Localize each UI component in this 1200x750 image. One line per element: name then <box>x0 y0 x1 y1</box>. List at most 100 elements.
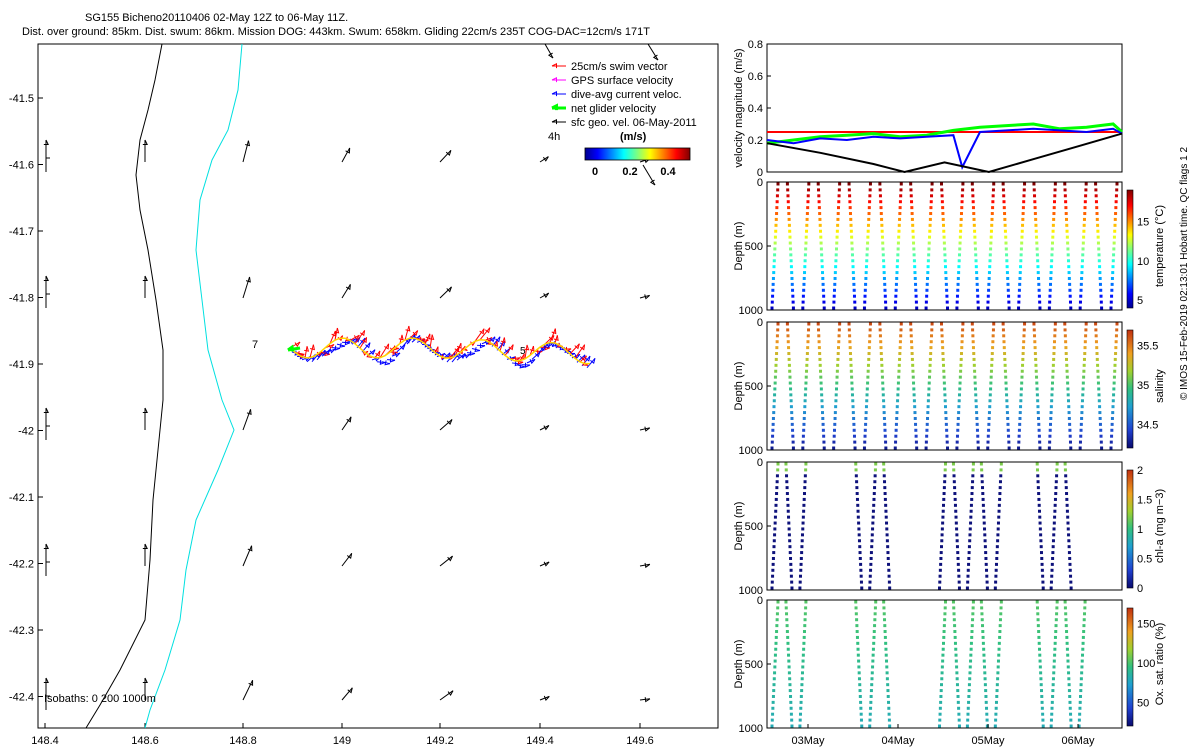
profile-dot <box>851 405 855 409</box>
profile-dot <box>851 411 855 415</box>
profile-dot <box>817 200 821 204</box>
time-axis: 03May 04May 05May 06May <box>791 724 1095 747</box>
profile-dot <box>995 551 999 555</box>
profile-dot <box>772 683 776 687</box>
profile-dot <box>1021 206 1025 210</box>
profile-dot <box>961 322 965 326</box>
vector-head <box>310 344 316 351</box>
profile-dot <box>967 551 971 555</box>
vector-head <box>581 355 587 362</box>
profile-dot <box>787 665 791 669</box>
profile-dot <box>972 212 976 216</box>
profile-dot <box>817 340 821 344</box>
profile-dot <box>1067 265 1071 269</box>
profile-dot <box>1098 416 1102 420</box>
vector-head <box>393 345 399 351</box>
profile-dot <box>1017 294 1021 298</box>
profile-dot <box>912 247 916 251</box>
profile-dot <box>852 434 856 438</box>
profile-dot <box>957 568 961 572</box>
profile-dot <box>1035 468 1039 472</box>
profile-dot <box>1037 294 1041 298</box>
vector-head <box>345 147 351 154</box>
depth-tick-label: 1000 <box>739 445 763 457</box>
profile-dot <box>909 188 913 192</box>
profile-dot <box>951 462 955 466</box>
profile-dot <box>1006 428 1010 432</box>
corner-marker <box>45 157 50 172</box>
profile-dot <box>864 405 868 409</box>
profile-dot <box>802 422 806 426</box>
vector-head <box>365 342 371 349</box>
profile-dot <box>991 346 995 350</box>
profile-dot <box>1052 533 1056 537</box>
profile-dot <box>1038 300 1042 304</box>
profile-dot <box>1066 241 1070 245</box>
profile-dot <box>944 282 948 286</box>
profile-dot <box>1068 694 1072 698</box>
profile-dot <box>954 509 958 513</box>
profile-dot <box>1096 381 1100 385</box>
vector-head <box>43 275 49 282</box>
vector-head <box>644 697 651 703</box>
profile-dot <box>784 606 788 610</box>
time-tick-label: 04May <box>881 735 915 747</box>
profile-dot <box>835 241 839 245</box>
profile-dot <box>832 300 836 304</box>
profile-dot <box>1114 200 1118 204</box>
profile-dot <box>1097 399 1101 403</box>
depth-tick-label: 1000 <box>739 723 763 735</box>
map-ytick-label: -41.8 <box>9 293 34 305</box>
profile-dot <box>865 399 869 403</box>
profile-dot <box>996 671 1000 675</box>
profile-dots <box>770 600 1087 728</box>
profile-dot <box>871 665 875 669</box>
profile-dot <box>939 700 943 704</box>
profile-dot <box>913 265 917 269</box>
profile-dot <box>1095 217 1099 221</box>
profile-dot <box>1041 718 1045 722</box>
profile-dot <box>926 405 930 409</box>
vector-head <box>534 351 541 358</box>
profile-dot <box>873 480 877 484</box>
profile-dot <box>771 428 775 432</box>
vector-arrow <box>647 43 659 61</box>
profile-dot <box>1114 340 1118 344</box>
profile-dot <box>1039 551 1043 555</box>
profile-dot <box>910 346 914 350</box>
colorbar-tick-label: 150 <box>1137 619 1155 631</box>
profile-dot <box>1051 694 1055 698</box>
profile-dot <box>928 375 932 379</box>
profile-dot <box>822 294 826 298</box>
profile-dot <box>1053 515 1057 519</box>
profile-dot <box>1019 393 1023 397</box>
profile-dot <box>969 659 973 663</box>
profile-dot <box>914 422 918 426</box>
profile-dot <box>968 539 972 543</box>
profile-dot <box>972 363 976 367</box>
vector-head <box>446 286 452 293</box>
colorbar-tick-label: 15 <box>1137 216 1149 228</box>
profile-dot <box>1018 411 1022 415</box>
profile-dot <box>789 556 793 560</box>
profile-dot <box>939 689 943 693</box>
profile-dot <box>1066 527 1070 531</box>
vector-head <box>548 335 555 342</box>
profile-dot <box>852 294 856 298</box>
profile-dot <box>946 446 949 450</box>
profile-dot <box>832 428 836 432</box>
profile-dot <box>895 265 899 269</box>
profile-dot <box>1032 188 1036 192</box>
profile-dot <box>1083 212 1087 216</box>
profile-dot <box>955 539 959 543</box>
profile-dot <box>967 700 971 704</box>
profile-dot <box>956 700 960 704</box>
vector-arrow <box>439 690 454 701</box>
profile-dot <box>1115 188 1119 192</box>
profile-dot <box>773 671 777 675</box>
profile-dot <box>787 217 791 221</box>
profile-dot <box>884 300 888 304</box>
profile-dot <box>785 486 789 490</box>
profile-dot <box>881 381 885 385</box>
profile-dot <box>1038 440 1042 444</box>
